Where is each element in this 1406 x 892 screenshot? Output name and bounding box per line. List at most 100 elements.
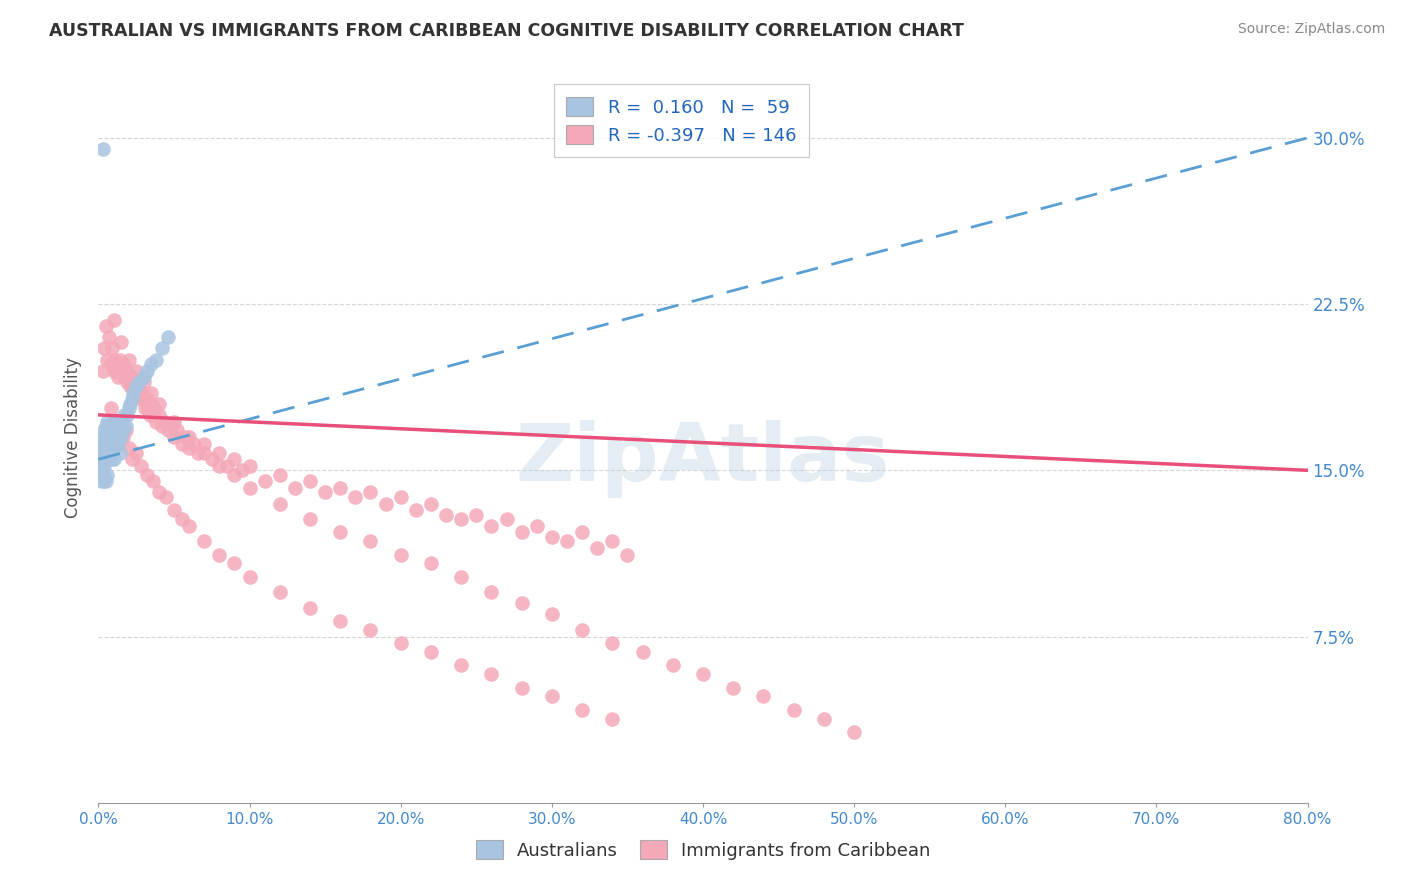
Point <box>122 385 145 400</box>
Point <box>101 452 124 467</box>
Point <box>110 363 132 377</box>
Point <box>187 445 209 459</box>
Text: AUSTRALIAN VS IMMIGRANTS FROM CARIBBEAN COGNITIVE DISABILITY CORRELATION CHART: AUSTRALIAN VS IMMIGRANTS FROM CARIBBEAN … <box>49 22 965 40</box>
Point <box>93 342 115 356</box>
Point <box>586 541 609 555</box>
Point <box>98 445 121 459</box>
Point <box>91 452 114 467</box>
Point <box>103 415 125 429</box>
Point <box>269 497 291 511</box>
Point <box>631 645 654 659</box>
Point <box>420 557 443 571</box>
Point <box>93 441 115 455</box>
Point <box>215 458 238 473</box>
Point <box>602 712 624 726</box>
Point <box>299 600 322 615</box>
Point <box>112 370 135 384</box>
Point <box>153 415 176 429</box>
Point <box>111 424 134 438</box>
Point <box>94 475 117 489</box>
Point <box>98 330 121 344</box>
Point <box>100 436 122 450</box>
Point <box>93 458 115 473</box>
Point <box>108 352 131 367</box>
Point <box>160 419 183 434</box>
Point <box>166 424 188 438</box>
Point <box>231 463 253 477</box>
Point <box>450 512 472 526</box>
Point <box>555 534 578 549</box>
Point <box>120 379 142 393</box>
Point <box>148 397 170 411</box>
Point <box>481 667 503 681</box>
Point <box>135 392 157 407</box>
Point <box>170 512 193 526</box>
Point <box>170 436 193 450</box>
Point <box>103 441 125 455</box>
Point <box>94 441 117 455</box>
Point <box>121 392 143 407</box>
Point <box>201 452 224 467</box>
Point <box>114 424 136 438</box>
Point <box>96 415 118 429</box>
Point <box>134 401 156 416</box>
Point <box>100 401 122 416</box>
Point <box>94 452 117 467</box>
Point <box>208 445 231 459</box>
Point <box>571 525 593 540</box>
Point <box>150 342 173 356</box>
Point <box>143 401 166 416</box>
Point <box>91 363 114 377</box>
Point <box>179 430 201 444</box>
Point <box>179 441 201 455</box>
Point <box>150 419 173 434</box>
Point <box>98 424 121 438</box>
Point <box>107 370 129 384</box>
Point <box>90 475 112 489</box>
Point <box>481 518 503 533</box>
Point <box>465 508 488 522</box>
Text: Source: ZipAtlas.com: Source: ZipAtlas.com <box>1237 22 1385 37</box>
Point <box>239 458 262 473</box>
Point <box>148 485 170 500</box>
Point <box>128 375 150 389</box>
Point <box>253 475 276 489</box>
Point <box>269 585 291 599</box>
Point <box>103 452 125 467</box>
Legend: Australians, Immigrants from Caribbean: Australians, Immigrants from Caribbean <box>468 832 938 867</box>
Point <box>111 430 134 444</box>
Point <box>752 690 775 704</box>
Point <box>284 481 307 495</box>
Point <box>526 518 548 533</box>
Point <box>101 424 124 438</box>
Point <box>94 319 117 334</box>
Point <box>434 508 457 522</box>
Point <box>100 430 122 444</box>
Point <box>783 703 806 717</box>
Point <box>269 467 291 482</box>
Point <box>299 512 322 526</box>
Point <box>344 490 367 504</box>
Point <box>360 485 382 500</box>
Point <box>108 419 131 434</box>
Point <box>131 385 153 400</box>
Point <box>540 690 562 704</box>
Point <box>135 467 157 482</box>
Point <box>122 379 145 393</box>
Point <box>135 363 157 377</box>
Point <box>314 485 336 500</box>
Point <box>105 430 128 444</box>
Point <box>179 518 201 533</box>
Point <box>183 436 205 450</box>
Point <box>104 352 127 367</box>
Point <box>91 434 114 449</box>
Point <box>571 623 593 637</box>
Point <box>692 667 714 681</box>
Point <box>114 419 136 434</box>
Point <box>450 658 472 673</box>
Point <box>120 397 142 411</box>
Point <box>142 475 165 489</box>
Point <box>110 334 132 349</box>
Point <box>224 557 246 571</box>
Point <box>420 645 443 659</box>
